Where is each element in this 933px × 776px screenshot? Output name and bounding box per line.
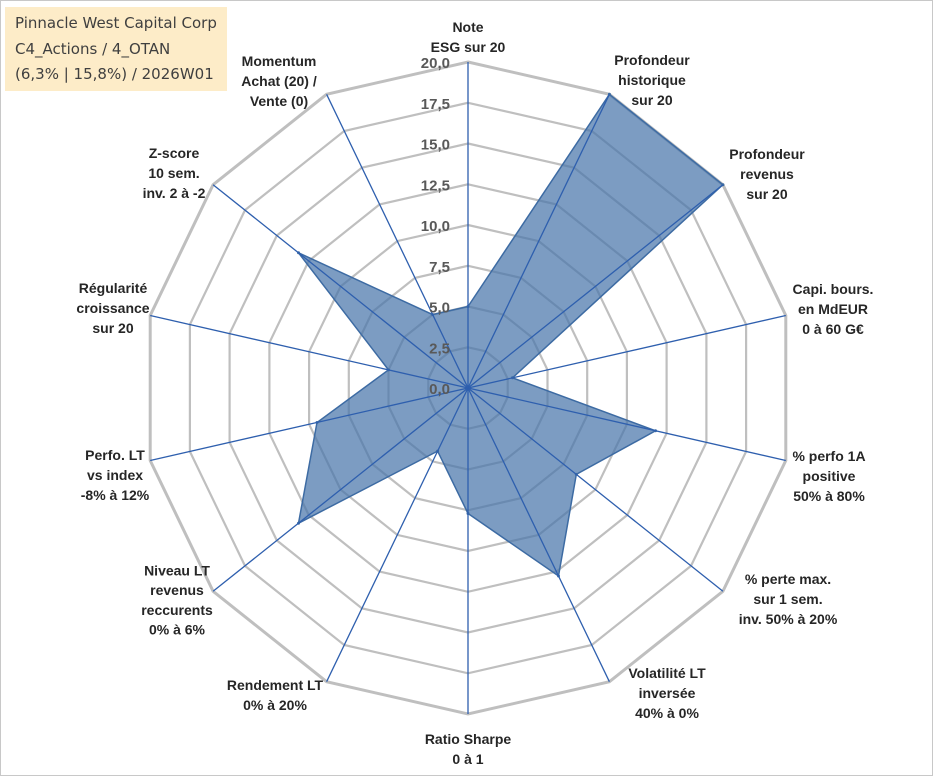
tick-label: 2,5 [429,340,450,357]
axis-label: % perte max. sur 1 sem. inv. 50% à 20% [739,571,838,627]
axis-label: Profondeur revenus sur 20 [729,146,805,202]
tick-label: 5,0 [429,300,450,317]
axis-spoke [326,387,469,682]
axis-label: Ratio Sharpe 0 à 1 [425,731,512,767]
tick-label: 15,0 [421,137,450,154]
axis-label: Z-score 10 sem. inv. 2 à -2 [143,145,206,201]
axis-spoke [467,94,610,389]
axis-spoke [150,387,469,462]
axis-spoke [467,314,786,389]
axis-spoke [212,184,469,389]
tick-label: 0,0 [429,381,450,398]
axis-spoke [212,387,469,592]
tick-label: 17,5 [421,96,450,113]
axis-label: Momentum Achat (20) / Vente (0) [241,53,317,109]
tick-label: 10,0 [421,218,450,235]
axis-label: Volatilité LT inversée 40% à 0% [628,665,706,721]
axis-label: Perfo. LT vs index -8% à 12% [81,447,150,503]
axis-spoke [467,387,724,592]
axis-label: Capi. bours. en MdEUR 0 à 60 G€ [793,281,874,337]
axis-spoke [467,387,610,682]
axis-label: Rendement LT 0% à 20% [227,677,324,713]
chart-title-company: Pinnacle West Capital Corp [15,14,217,32]
axis-spoke [150,314,469,389]
chart-title-stats: (6,3% | 15,8%) / 2026W01 [15,65,214,83]
axis-label: Profondeur historique sur 20 [614,52,690,108]
tick-label: 7,5 [429,259,450,276]
tick-label: 12,5 [421,177,450,194]
axis-spoke [467,387,786,462]
axis-label: Note ESG sur 20 [431,19,506,55]
axis-spoke [326,94,469,389]
axis-label: % perfo 1A positive 50% à 80% [792,448,865,504]
chart-title-category: C4_Actions / 4_OTAN [15,40,171,58]
axis-spoke [467,184,724,389]
tick-label: 20,0 [421,55,450,72]
axis-label: Régularité croissance sur 20 [76,280,149,336]
chart-title-box: Pinnacle West Capital Corp C4_Actions / … [5,7,227,91]
axis-label: Niveau LT revenus reccurents 0% à 6% [141,562,213,637]
